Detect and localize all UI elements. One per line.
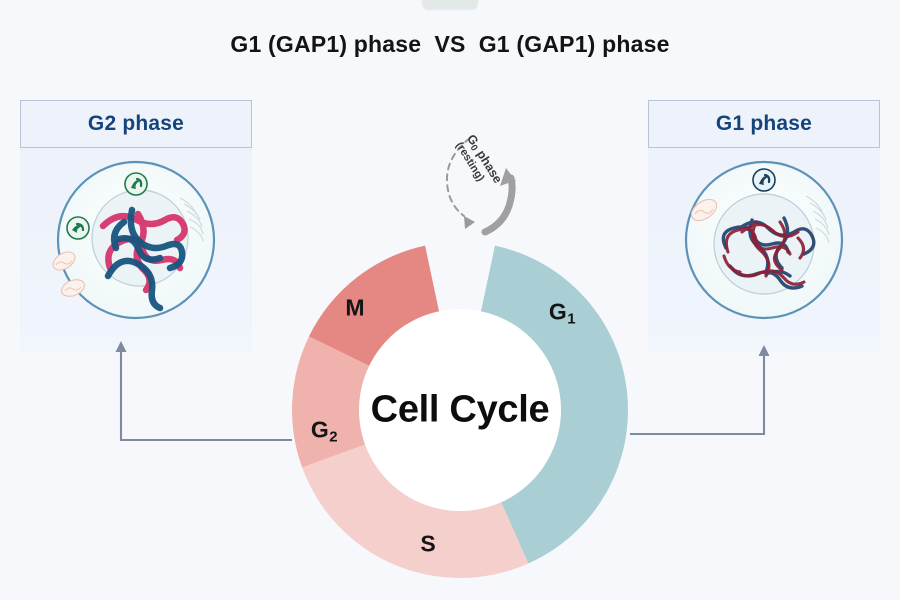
mitochondrion (690, 198, 718, 222)
donut-label-g2: G2 (310, 416, 338, 446)
g2-phase-cell-illustration (20, 148, 252, 352)
mitochondrion (60, 279, 86, 297)
right-cell-connector (630, 345, 770, 436)
panel-g1-phase: G1 phase (648, 100, 880, 352)
donut-label-s: S (420, 530, 436, 557)
chromosome-blue (104, 206, 186, 312)
mitochondrion (52, 251, 76, 271)
top-clipped-chip (422, 0, 478, 10)
panel-header-g2: G2 phase (20, 100, 252, 148)
g0-phase-annotation: G0 phase (resting) (424, 126, 554, 236)
g1-phase-cell-illustration (648, 148, 880, 352)
centrosome (66, 216, 90, 240)
cell-cycle-donut-chart: Cell Cycle G1 S G2 M (276, 226, 644, 594)
page-title: G1 (GAP1) phase VS G1 (GAP1) phase (230, 31, 670, 57)
donut-center-label: Cell Cycle (370, 388, 550, 431)
endoplasmic-reticulum (805, 195, 830, 244)
donut-label-m: M (345, 294, 365, 321)
g0-solid-arrow (481, 174, 516, 236)
donut-hole (359, 309, 561, 511)
panel-header-g1: G1 phase (648, 100, 880, 148)
panel-title-g1: G1 phase (715, 112, 813, 135)
g0-dashed-arrowhead (464, 216, 475, 229)
endoplasmic-reticulum (179, 197, 204, 242)
g0-arrows (446, 137, 516, 236)
panel-title-g2: G2 phase (87, 112, 185, 135)
left-cell-connector (115, 341, 292, 442)
centrosome (752, 168, 776, 192)
panel-g2-phase: G2 phase (20, 100, 252, 352)
donut-svg (292, 245, 629, 578)
chromatin-red (722, 220, 806, 286)
centrosome (124, 172, 148, 196)
g0-solid-arrowhead (500, 168, 516, 186)
g0-dashed-arrow (446, 137, 471, 217)
donut-label-g1: G1 (548, 298, 576, 328)
